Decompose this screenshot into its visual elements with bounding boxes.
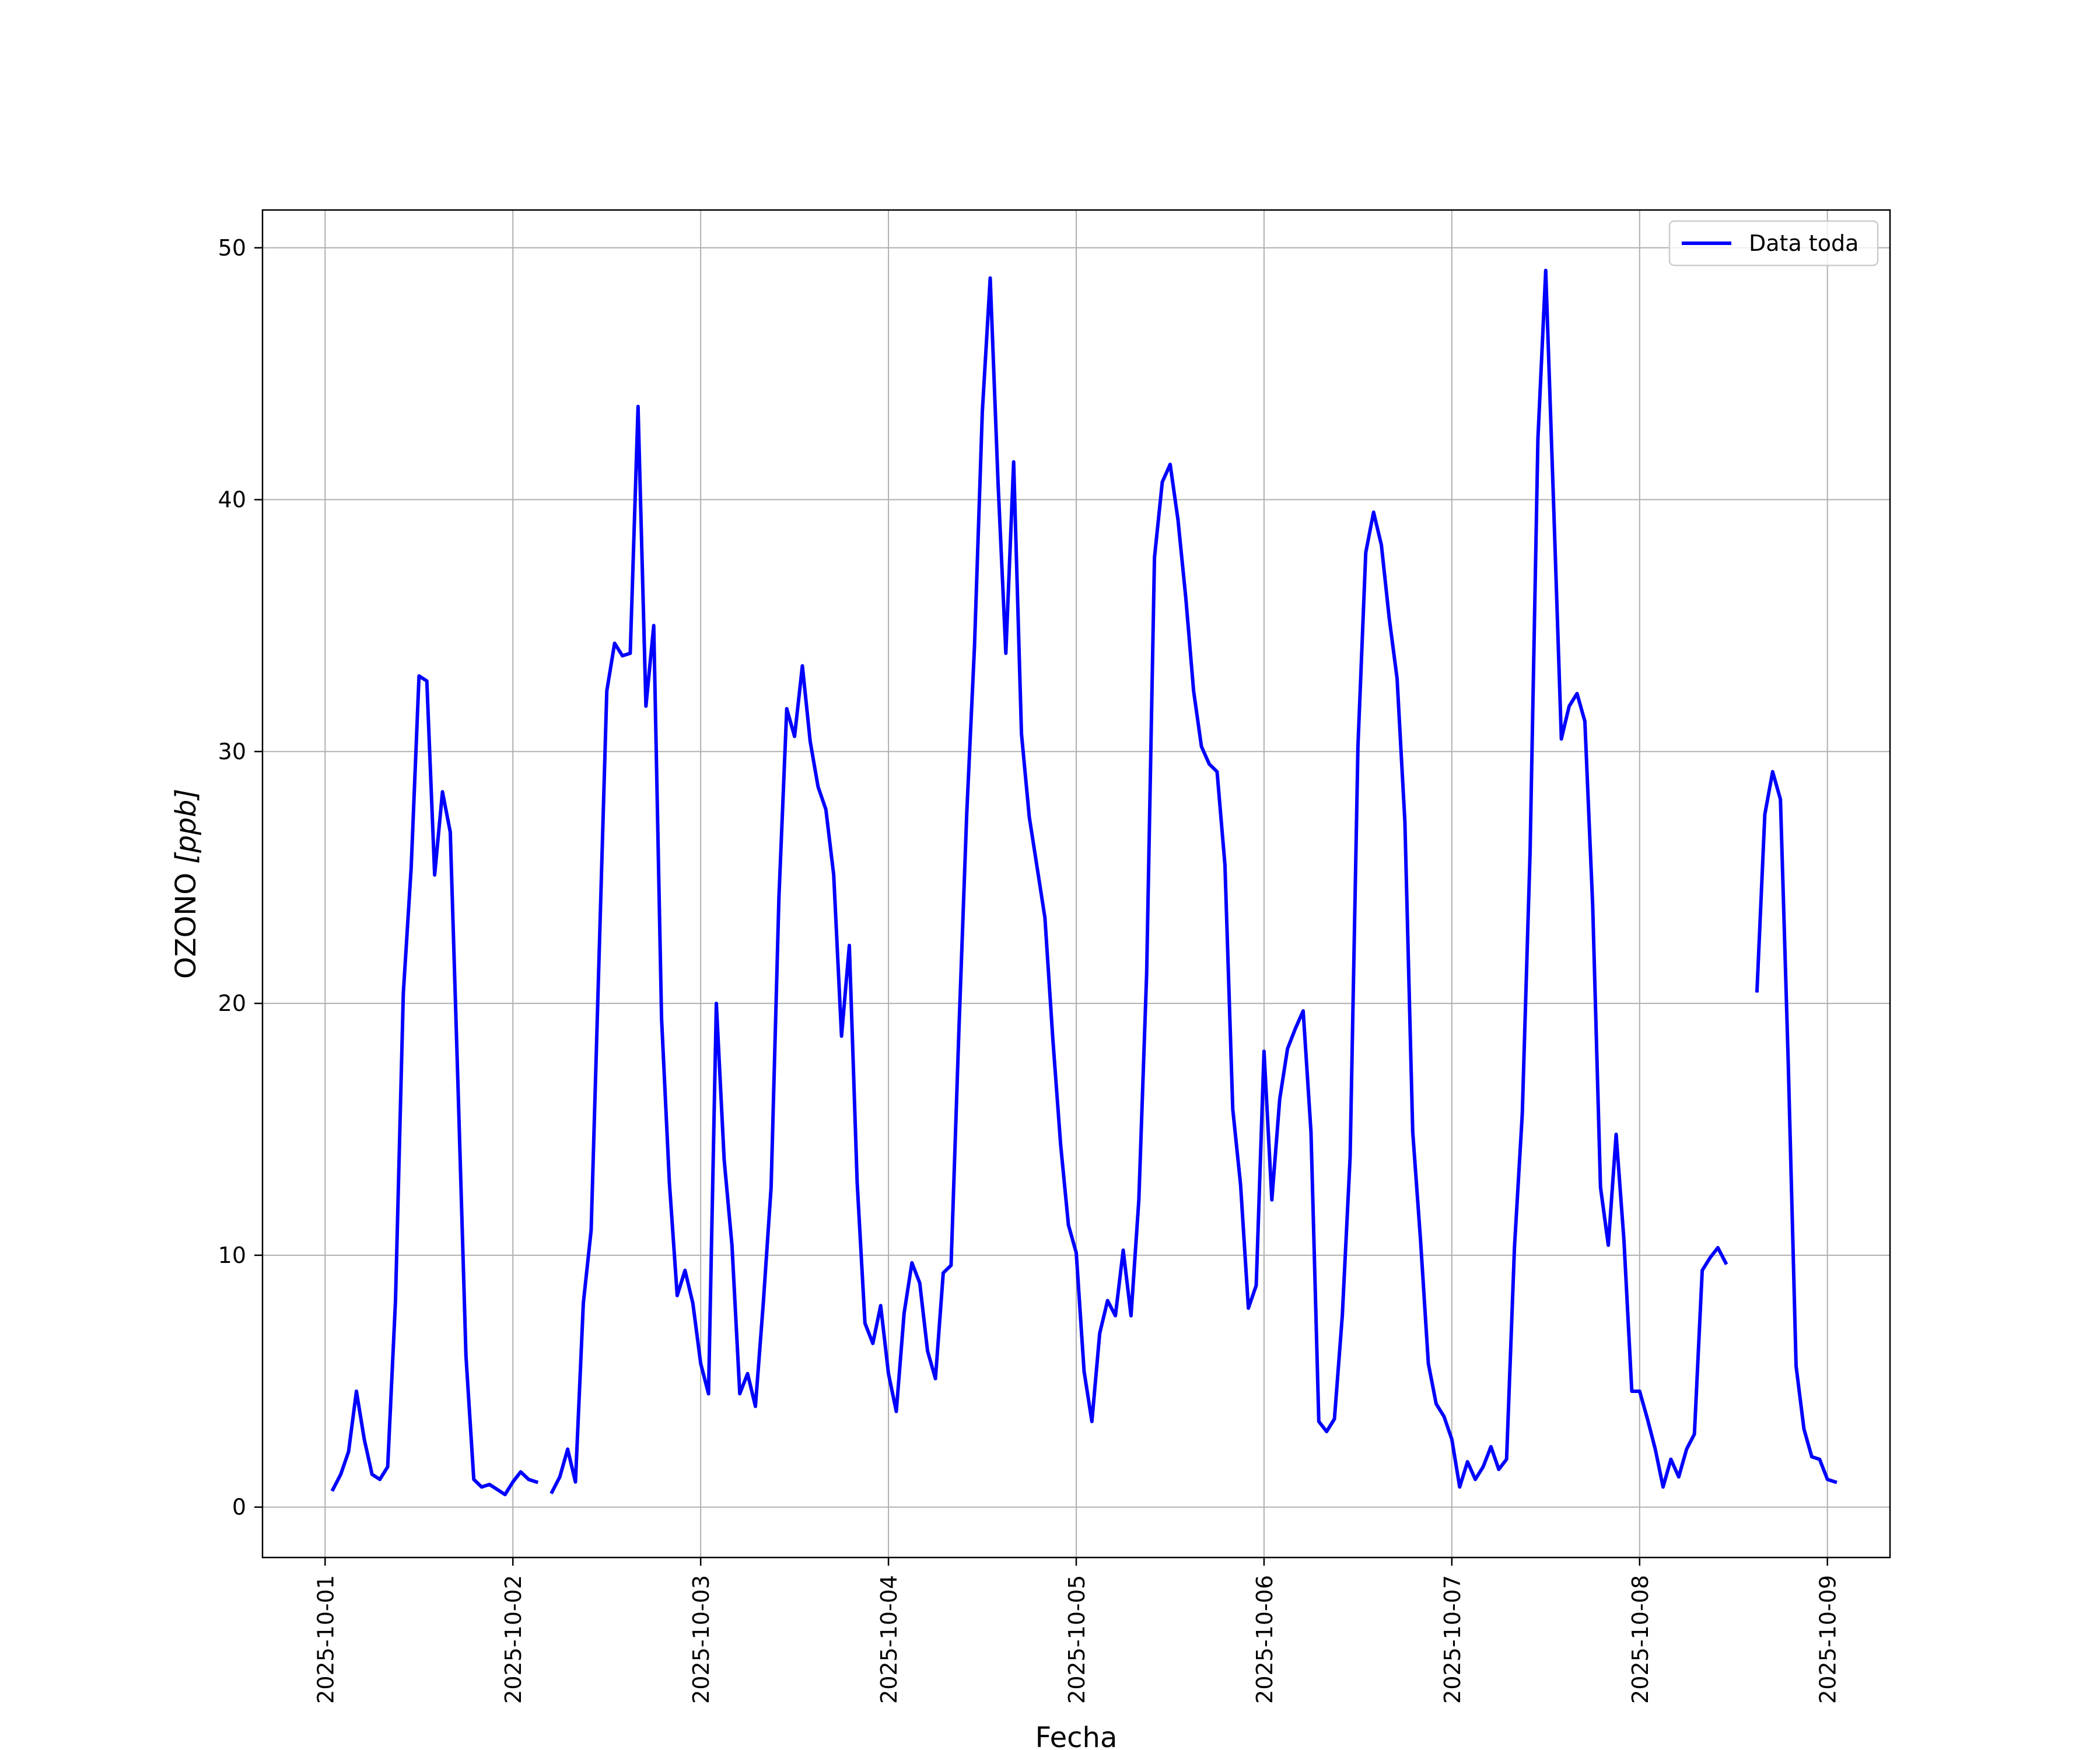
x-tick-label: 2025-10-07 — [1440, 1575, 1465, 1704]
legend: Data toda — [1668, 220, 1879, 267]
series-line-data-toda — [330, 268, 1838, 1497]
y-axis-label-unit: [ppb] — [170, 789, 202, 864]
y-tick-label: 20 — [218, 991, 246, 1016]
series-layer — [330, 268, 1838, 1497]
y-tick-label: 0 — [232, 1494, 246, 1520]
tick-labels: 2025-10-01 2025-10-02 2025-10-03 2025-10-04… — [218, 235, 1841, 1704]
x-tick-label: 2025-10-03 — [688, 1575, 714, 1704]
y-tick-label: 30 — [218, 738, 246, 764]
x-tick-label: 2025-10-02 — [501, 1575, 526, 1704]
x-tick-label: 2025-10-06 — [1252, 1575, 1278, 1704]
y-axis-label: OZONO [ppb] — [170, 789, 202, 979]
x-axis-label: Fecha — [1035, 1721, 1118, 1750]
y-axis-label-main: OZONO — [170, 864, 202, 979]
legend-label: Data toda — [1749, 230, 1859, 256]
x-tick-label: 2025-10-09 — [1815, 1575, 1841, 1704]
x-tick-label: 2025-10-01 — [313, 1575, 338, 1704]
x-tick-label: 2025-10-08 — [1628, 1575, 1653, 1704]
legend-box — [1668, 220, 1879, 267]
y-tick-label: 50 — [218, 235, 246, 261]
x-tick-label: 2025-10-04 — [876, 1575, 902, 1704]
axis-ticks — [254, 247, 1828, 1566]
y-tick-label: 40 — [218, 487, 246, 513]
y-tick-label: 10 — [218, 1242, 246, 1268]
x-tick-label: 2025-10-05 — [1064, 1575, 1090, 1704]
